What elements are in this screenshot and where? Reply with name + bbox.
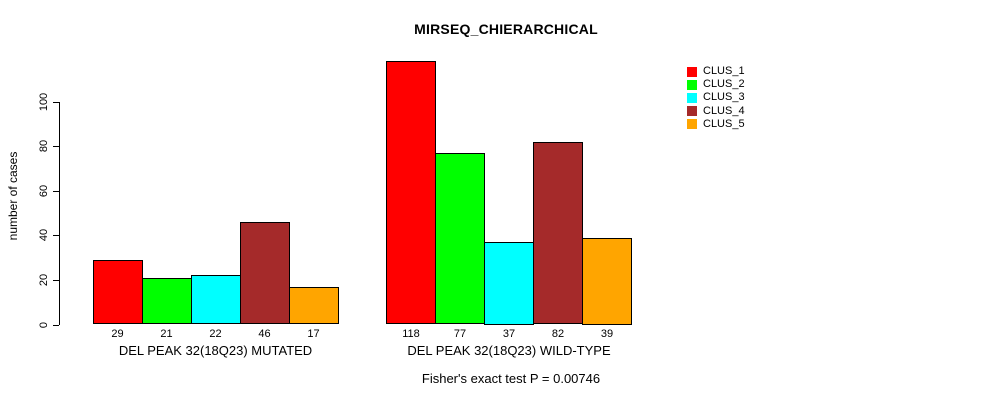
bar: [484, 242, 534, 325]
bar: [582, 237, 632, 325]
legend-label: CLUS_2: [703, 78, 745, 91]
y-tick-label: 20: [38, 273, 50, 287]
y-tick-label: 0: [38, 321, 50, 328]
y-tick: [52, 235, 59, 237]
y-tick-label: 80: [38, 139, 50, 153]
bar: [435, 152, 485, 325]
legend-swatch: [687, 92, 697, 103]
chart-title: MIRSEQ_CHIERARCHICAL: [414, 21, 598, 37]
bar-value-label: 37: [502, 328, 516, 340]
bar-value-label: 82: [551, 328, 565, 340]
legend-label: CLUS_5: [703, 117, 745, 130]
legend-swatch: [687, 79, 697, 90]
y-tick: [52, 324, 59, 326]
y-tick-label: 60: [38, 184, 50, 197]
bar-value-label: 22: [209, 328, 222, 340]
legend-swatch: [687, 66, 697, 77]
legend-label: CLUS_3: [703, 91, 745, 104]
y-tick-label: 100: [38, 92, 50, 111]
y-tick: [52, 101, 59, 103]
legend-swatch: [687, 119, 697, 130]
group-label: DEL PEAK 32(18Q23) MUTATED: [118, 343, 313, 358]
y-tick-label: 40: [38, 229, 50, 242]
bar: [92, 259, 143, 325]
y-axis-line: [58, 101, 60, 325]
bar-value-label: 21: [160, 328, 173, 340]
bar: [239, 221, 290, 325]
bar-value-label: 118: [402, 328, 420, 340]
bar: [386, 61, 436, 325]
fisher-annotation: Fisher's exact test P = 0.00746: [421, 371, 601, 386]
y-tick: [52, 279, 59, 281]
bar: [533, 141, 583, 325]
legend-label: CLUS_1: [703, 65, 745, 77]
bar: [288, 286, 339, 325]
group-label: DEL PEAK 32(18Q23) WILD-TYPE: [407, 343, 611, 358]
bar-value-label: 46: [258, 328, 271, 340]
bar: [190, 275, 241, 325]
legend-label: CLUS_4: [703, 104, 745, 117]
bar: [141, 277, 192, 325]
bar-value-label: 17: [307, 328, 320, 340]
bar-value-label: 77: [453, 328, 467, 340]
y-tick: [52, 190, 59, 192]
legend-swatch: [687, 106, 697, 117]
y-tick: [52, 146, 59, 148]
bar-value-label: 39: [600, 328, 614, 340]
bar-value-label: 29: [111, 328, 124, 340]
